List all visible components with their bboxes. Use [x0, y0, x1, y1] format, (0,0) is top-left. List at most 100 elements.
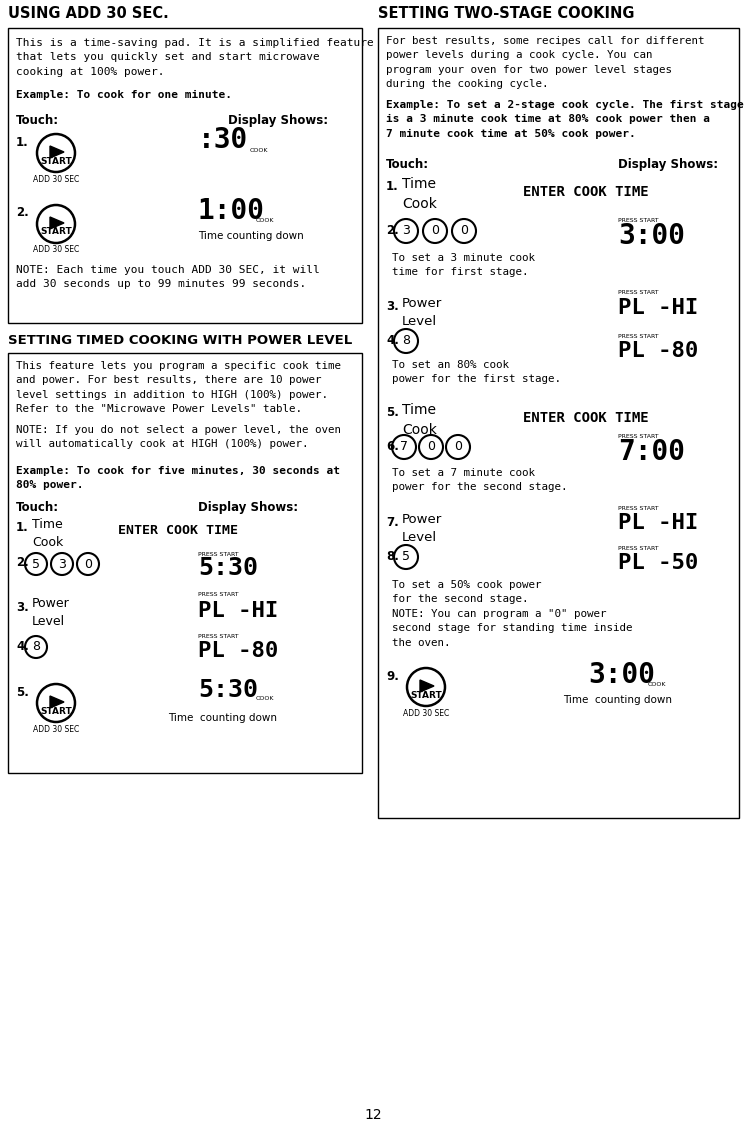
Text: 7:00: 7:00 — [618, 438, 685, 466]
Text: Display Shows:: Display Shows: — [228, 114, 328, 127]
Text: 7.: 7. — [386, 516, 399, 529]
Text: COOK: COOK — [256, 696, 274, 700]
Text: PL -80: PL -80 — [198, 641, 278, 661]
Text: 8: 8 — [32, 640, 40, 654]
Text: 3.: 3. — [386, 300, 399, 313]
Text: 7: 7 — [400, 441, 408, 453]
Text: PRESS START: PRESS START — [198, 593, 238, 597]
Text: PRESS START: PRESS START — [618, 434, 659, 440]
Text: This feature lets you program a specific cook time
and power. For best results, : This feature lets you program a specific… — [16, 361, 341, 415]
Text: ADD 30 SEC: ADD 30 SEC — [33, 174, 79, 184]
Text: This is a time-saving pad. It is a simplified feature
that lets you quickly set : This is a time-saving pad. It is a simpl… — [16, 39, 374, 77]
Text: To set a 50% cook power
for the second stage.
NOTE: You can program a "0" power
: To set a 50% cook power for the second s… — [392, 580, 633, 648]
Text: USING ADD 30 SEC.: USING ADD 30 SEC. — [8, 7, 169, 22]
Text: PRESS START: PRESS START — [618, 333, 659, 339]
Text: PL -50: PL -50 — [618, 553, 698, 573]
Text: 4.: 4. — [386, 333, 399, 347]
Text: Example: To cook for one minute.: Example: To cook for one minute. — [16, 90, 232, 100]
Text: 4.: 4. — [16, 639, 29, 653]
Text: PRESS START: PRESS START — [198, 633, 238, 639]
Text: 5:30: 5:30 — [198, 678, 258, 702]
Text: 9.: 9. — [386, 670, 399, 682]
Text: ADD 30 SEC: ADD 30 SEC — [33, 246, 79, 255]
Text: Touch:: Touch: — [16, 114, 59, 127]
Text: 0: 0 — [427, 441, 435, 453]
Text: PL -HI: PL -HI — [618, 513, 698, 533]
Text: To set a 7 minute cook
power for the second stage.: To set a 7 minute cook power for the sec… — [392, 468, 568, 493]
Polygon shape — [420, 680, 434, 692]
Text: 5: 5 — [402, 551, 410, 563]
Text: NOTE: Each time you touch ADD 30 SEC, it will
add 30 seconds up to 99 minutes 99: NOTE: Each time you touch ADD 30 SEC, it… — [16, 265, 320, 289]
Text: 5.: 5. — [16, 687, 29, 699]
Text: 3: 3 — [58, 557, 66, 571]
Text: 8.: 8. — [386, 550, 399, 562]
Text: 1.: 1. — [16, 136, 28, 150]
Text: Touch:: Touch: — [386, 157, 429, 171]
Polygon shape — [50, 696, 64, 708]
Text: 2.: 2. — [386, 223, 399, 237]
Text: SETTING TIMED COOKING WITH POWER LEVEL: SETTING TIMED COOKING WITH POWER LEVEL — [8, 334, 353, 348]
Text: NOTE: If you do not select a power level, the oven
will automatically cook at HI: NOTE: If you do not select a power level… — [16, 425, 341, 450]
Text: ADD 30 SEC: ADD 30 SEC — [403, 708, 449, 717]
Text: START: START — [40, 228, 72, 237]
Text: ENTER COOK TIME: ENTER COOK TIME — [118, 525, 238, 537]
Text: 3:00: 3:00 — [588, 661, 655, 689]
Text: 1.: 1. — [386, 180, 399, 193]
Text: COOK: COOK — [250, 147, 268, 153]
Text: Power
Level: Power Level — [402, 297, 442, 327]
Text: PL -HI: PL -HI — [618, 298, 698, 318]
Text: Touch:: Touch: — [16, 501, 59, 514]
Text: 12: 12 — [365, 1108, 382, 1122]
Text: Power
Level: Power Level — [32, 597, 69, 628]
Text: Time
Cook: Time Cook — [402, 177, 437, 211]
FancyBboxPatch shape — [8, 28, 362, 323]
Text: 6.: 6. — [386, 440, 399, 452]
Text: To set an 80% cook
power for the first stage.: To set an 80% cook power for the first s… — [392, 360, 561, 384]
Text: SETTING TWO-STAGE COOKING: SETTING TWO-STAGE COOKING — [378, 7, 634, 22]
Text: For best results, some recipes call for different
power levels during a cook cyc: For best results, some recipes call for … — [386, 36, 704, 90]
Text: 5: 5 — [32, 557, 40, 571]
Text: PL -HI: PL -HI — [198, 600, 278, 621]
Text: Power
Level: Power Level — [402, 513, 442, 544]
Polygon shape — [50, 146, 64, 157]
Text: 0: 0 — [460, 224, 468, 238]
Polygon shape — [50, 218, 64, 229]
Text: PRESS START: PRESS START — [618, 545, 659, 551]
FancyBboxPatch shape — [8, 353, 362, 773]
Text: 3:00: 3:00 — [618, 222, 685, 250]
Text: Display Shows:: Display Shows: — [618, 157, 718, 171]
Text: 0: 0 — [84, 557, 92, 571]
Text: :30: :30 — [198, 126, 248, 154]
Text: 0: 0 — [431, 224, 439, 238]
Text: Example: To cook for five minutes, 30 seconds at
80% power.: Example: To cook for five minutes, 30 se… — [16, 466, 340, 491]
Text: Time  counting down: Time counting down — [168, 713, 277, 723]
Text: Time  counting down: Time counting down — [563, 695, 672, 705]
Text: 1:00: 1:00 — [198, 197, 265, 225]
Text: PRESS START: PRESS START — [618, 290, 659, 295]
Text: START: START — [410, 690, 442, 699]
Text: 1.: 1. — [16, 521, 28, 534]
Text: 3.: 3. — [16, 600, 28, 614]
Text: PRESS START: PRESS START — [618, 505, 659, 511]
Text: 2.: 2. — [16, 206, 28, 220]
Text: 3: 3 — [402, 224, 410, 238]
Text: 0: 0 — [454, 441, 462, 453]
Text: To set a 3 minute cook
time for first stage.: To set a 3 minute cook time for first st… — [392, 253, 535, 278]
Text: PRESS START: PRESS START — [618, 219, 659, 223]
Text: COOK: COOK — [256, 219, 274, 223]
Text: START: START — [40, 707, 72, 716]
Text: 5:30: 5:30 — [198, 556, 258, 580]
Text: ENTER COOK TIME: ENTER COOK TIME — [523, 411, 648, 425]
Text: ENTER COOK TIME: ENTER COOK TIME — [523, 185, 648, 199]
Text: ADD 30 SEC: ADD 30 SEC — [33, 724, 79, 733]
Text: Display Shows:: Display Shows: — [198, 501, 298, 514]
FancyBboxPatch shape — [378, 28, 739, 818]
Text: Time
Cook: Time Cook — [402, 403, 437, 436]
Text: PRESS START: PRESS START — [198, 553, 238, 557]
Text: Example: To set a 2-stage cook cycle. The first stage
is a 3 minute cook time at: Example: To set a 2-stage cook cycle. Th… — [386, 100, 744, 139]
Text: 5.: 5. — [386, 406, 399, 419]
Text: PL -80: PL -80 — [618, 341, 698, 361]
Text: 8: 8 — [402, 334, 410, 348]
Text: Time counting down: Time counting down — [198, 231, 304, 241]
Text: 2.: 2. — [16, 556, 28, 570]
